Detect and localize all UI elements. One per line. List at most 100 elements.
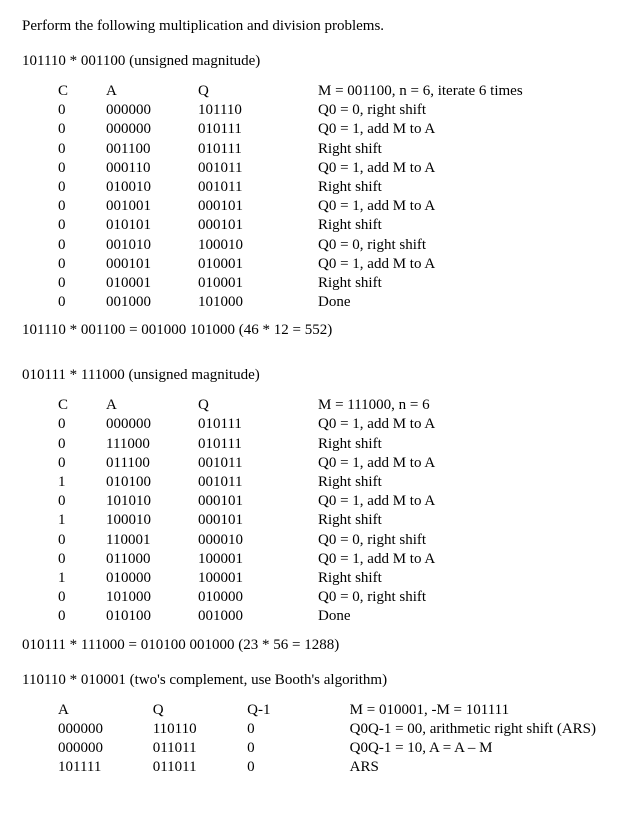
cell-a: 000000 [106,120,198,139]
p1-title: 101110 * 001100 (unsigned magnitude) [22,53,596,70]
cell-a: 001000 [106,293,198,312]
cell-q: 010001 [198,255,318,274]
cell-desc: Q0 = 1, add M to A [318,415,435,434]
cell-c: 0 [58,492,106,511]
p2-table: C A Q M = 111000, n = 6 0000000010111Q0 … [58,396,435,626]
p1-col-m-header: M = 001100, n = 6, iterate 6 times [318,82,523,101]
table-row: 1010000100001Right shift [58,569,435,588]
table-row: 0111000010111Right shift [58,435,435,454]
cell-desc: Right shift [318,569,435,588]
p2-title: 010111 * 111000 (unsigned magnitude) [22,367,596,384]
table-row: 0010101000101Right shift [58,216,523,235]
table-row: 0000110001011Q0 = 1, add M to A [58,159,523,178]
cell-c: 0 [58,454,106,473]
p2-result: 010111 * 111000 = 010100 001000 (23 * 56… [22,637,596,654]
cell-a: 111000 [106,435,198,454]
cell-c: 0 [58,178,106,197]
cell-q: 100010 [198,236,318,255]
table-row: 0000001101100Q0Q-1 = 00, arithmetic righ… [58,720,596,739]
cell-a: 100010 [106,511,198,530]
cell-desc: Q0Q-1 = 10, A = A – M [350,739,596,758]
p3-header-row: A Q Q-1 M = 010001, -M = 101111 [58,701,596,720]
cell-c: 1 [58,569,106,588]
cell-q: 000101 [198,511,318,530]
cell-desc: Right shift [318,216,523,235]
cell-q: 010111 [198,435,318,454]
cell-a: 010000 [106,569,198,588]
cell-desc: ARS [350,758,596,777]
cell-desc: Q0 = 1, add M to A [318,255,523,274]
cell-q: 001011 [198,473,318,492]
p3-col-q-header: Q [153,701,247,720]
cell-c: 0 [58,216,106,235]
cell-a: 001010 [106,236,198,255]
cell-desc: Q0 = 1, add M to A [318,550,435,569]
cell-q: 101000 [198,293,318,312]
table-row: 0001000101000Done [58,293,523,312]
cell-desc: Right shift [318,178,523,197]
cell-c: 0 [58,435,106,454]
cell-a: 010001 [106,274,198,293]
p3-title: 110110 * 010001 (two's complement, use B… [22,672,596,689]
cell-a: 110001 [106,531,198,550]
cell-a: 101010 [106,492,198,511]
cell-a: 011000 [106,550,198,569]
cell-q: 011011 [153,739,247,758]
cell-q-1: 0 [247,739,350,758]
cell-c: 0 [58,293,106,312]
cell-c: 0 [58,588,106,607]
cell-desc: Done [318,293,523,312]
cell-q: 000010 [198,531,318,550]
cell-a: 000000 [58,720,153,739]
cell-desc: Q0 = 0, right shift [318,588,435,607]
cell-c: 0 [58,274,106,293]
cell-c: 0 [58,140,106,159]
cell-desc: Q0 = 0, right shift [318,236,523,255]
cell-c: 0 [58,607,106,626]
table-row: 0000000010111Q0 = 1, add M to A [58,415,435,434]
table-row: 0011000100001Q0 = 1, add M to A [58,550,435,569]
p1-col-q-header: Q [198,82,318,101]
cell-q-1: 0 [247,720,350,739]
table-row: 1010100001011Right shift [58,473,435,492]
p1-table: C A Q M = 001100, n = 6, iterate 6 times… [58,82,523,312]
table-row: 0000000110110Q0Q-1 = 10, A = A – M [58,739,596,758]
cell-a: 101000 [106,588,198,607]
cell-desc: Q0 = 1, add M to A [318,159,523,178]
cell-a: 010101 [106,216,198,235]
table-row: 0001010100010Q0 = 0, right shift [58,236,523,255]
table-row: 0110001000010Q0 = 0, right shift [58,531,435,550]
cell-desc: Right shift [318,140,523,159]
cell-desc: Q0 = 1, add M to A [318,492,435,511]
table-row: 0001100010111Right shift [58,140,523,159]
cell-q: 010000 [198,588,318,607]
cell-desc: Right shift [318,511,435,530]
cell-q: 010111 [198,140,318,159]
cell-desc: Right shift [318,473,435,492]
cell-q: 101110 [198,101,318,120]
table-row: 0010001010001Right shift [58,274,523,293]
p3-table: A Q Q-1 M = 010001, -M = 101111 00000011… [58,701,596,778]
cell-desc: Q0Q-1 = 00, arithmetic right shift (ARS) [350,720,596,739]
cell-c: 0 [58,255,106,274]
p1-col-a-header: A [106,82,198,101]
p2-col-q-header: Q [198,396,318,415]
cell-desc: Q0 = 1, add M to A [318,120,523,139]
cell-q: 011011 [153,758,247,777]
p2-col-c-header: C [58,396,106,415]
cell-desc: Right shift [318,435,435,454]
cell-q: 110110 [153,720,247,739]
cell-a: 000110 [106,159,198,178]
cell-a: 001001 [106,197,198,216]
cell-c: 0 [58,415,106,434]
cell-desc: Done [318,607,435,626]
cell-desc: Q0 = 0, right shift [318,101,523,120]
cell-a: 010010 [106,178,198,197]
cell-c: 0 [58,197,106,216]
p1-header-row: C A Q M = 001100, n = 6, iterate 6 times [58,82,523,101]
cell-a: 101111 [58,758,153,777]
cell-q: 100001 [198,550,318,569]
table-row: 0101010000101Q0 = 1, add M to A [58,492,435,511]
p1-result: 101110 * 001100 = 001000 101000 (46 * 12… [22,322,596,339]
p3-col-a-header: A [58,701,153,720]
